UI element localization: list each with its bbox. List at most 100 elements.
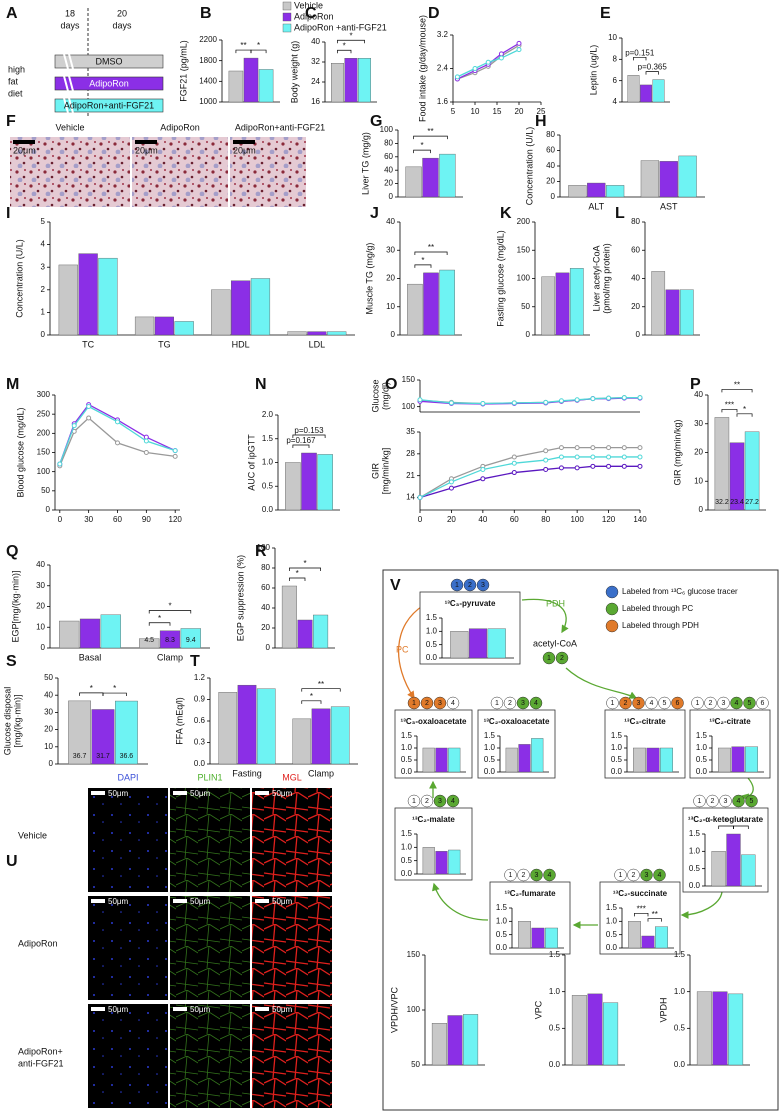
bar (100, 614, 121, 649)
bar (435, 851, 448, 875)
atom (693, 794, 706, 808)
y-axis-label: FFA (mEq/l) (174, 697, 184, 745)
bar (728, 993, 744, 1066)
x-tick-label: 120 (602, 515, 616, 524)
x-tick-label: 60 (510, 515, 519, 524)
caption: AdipoRon (160, 122, 200, 132)
y-tick-label: 4 (613, 97, 618, 106)
y-tick-label: 30 (44, 708, 53, 717)
bar (114, 700, 138, 765)
y-tick-label: 30 (386, 245, 395, 254)
y-tick-label: 100 (402, 402, 416, 411)
sig-label: * (420, 141, 423, 150)
y-tick-label: 40 (36, 560, 45, 569)
y-tick-label: 1.5 (426, 613, 438, 622)
bar (330, 706, 350, 765)
marker (574, 465, 580, 471)
panel-letter: U (6, 853, 18, 870)
panel-letter: D (428, 5, 440, 22)
y-axis-label: Leptin (ug/L) (588, 45, 598, 96)
y-tick-label: 0.5 (606, 930, 618, 939)
y-tick-label: 2 (41, 285, 46, 294)
sig-label: * (303, 559, 306, 568)
x-tick-label: ALT (588, 201, 604, 211)
micrograph (230, 137, 306, 207)
y-tick-label: 24 (311, 77, 320, 86)
scale-label: 50μm (190, 1005, 211, 1014)
sig-label: ** (240, 41, 246, 50)
y-tick-label: 20 (694, 448, 703, 457)
column-label: PLIN1 (197, 772, 222, 782)
atom (407, 696, 421, 710)
panel-letter: C (305, 5, 317, 22)
y-tick-label: 28 (406, 449, 415, 458)
bar (422, 747, 435, 773)
atom-label: 2 (425, 798, 429, 805)
x-tick-label: TC (82, 339, 94, 349)
atom-label: 2 (468, 582, 472, 589)
y-tick-label: 100 (257, 543, 271, 552)
bar (174, 321, 194, 336)
scale-label: 20μm (13, 145, 36, 155)
bar (568, 185, 587, 198)
marker (115, 440, 120, 446)
bar (641, 935, 655, 949)
marker (143, 450, 149, 455)
atom-label: 1 (611, 700, 615, 707)
y-axis-label: (pmol/mg protein) (601, 243, 611, 314)
micrograph (170, 896, 250, 1000)
sig-label: * (310, 692, 313, 701)
marker (480, 476, 486, 482)
period: 18 (65, 8, 75, 18)
arm-bar (54, 76, 164, 91)
x-tick-label: 0 (58, 515, 63, 524)
y-tick-label: 40 (44, 690, 53, 699)
y-tick-label: 1.2 (194, 673, 206, 682)
bar (665, 289, 680, 336)
atom-label: 1 (495, 700, 499, 707)
y-tick-label: 0.5 (696, 755, 708, 764)
y-axis-label: GIR (370, 463, 380, 480)
y-tick-label: 40 (311, 37, 320, 46)
column-label: DAPI (117, 772, 138, 782)
y-tick-label: 60 (546, 146, 555, 155)
atom (450, 578, 464, 592)
y-tick-label: 1.5 (606, 903, 618, 912)
scale-label: 50μm (108, 789, 129, 798)
y-tick-label: 100 (37, 467, 51, 476)
atom-label: 1 (547, 655, 551, 662)
atom-label: 2 (522, 872, 526, 879)
break (63, 97, 74, 114)
y-tick-label: 1.5 (689, 829, 701, 838)
y-axis-label: Blood glucose (mg/dL) (15, 407, 25, 497)
x-tick-label: Basal (79, 652, 102, 662)
bar (231, 280, 251, 336)
marker (543, 457, 549, 463)
x-tick-label: 5 (451, 107, 456, 116)
marker (590, 396, 596, 402)
sig-label: * (158, 614, 161, 623)
y-tick-label: 0.5 (484, 755, 496, 764)
x-tick-label: 120 (169, 515, 183, 524)
bar (439, 153, 456, 198)
sig-label: * (296, 569, 299, 578)
y-tick-label: 1.0 (606, 916, 618, 925)
marker (606, 445, 612, 451)
marker (86, 404, 92, 409)
sig-bracket (292, 434, 326, 438)
y-tick-label: 21 (406, 471, 415, 480)
legend-label: Labeled from ¹³C₆ glucose tracer (622, 587, 738, 596)
y-tick-label: 1.0 (401, 842, 413, 851)
atom-label: 2 (624, 700, 628, 707)
sig-label: * (421, 256, 424, 265)
y-tick-label: 1 (41, 308, 46, 317)
marker (637, 395, 643, 401)
node-title: ¹³C₂-oxaloacetate (484, 717, 550, 726)
marker (448, 485, 454, 491)
bar (344, 58, 358, 103)
row-label: AdipoRon+ (18, 1046, 63, 1056)
scale-label: 50μm (190, 789, 211, 798)
atom (433, 794, 447, 808)
atom-label: 5 (750, 798, 754, 805)
atom (614, 868, 627, 882)
